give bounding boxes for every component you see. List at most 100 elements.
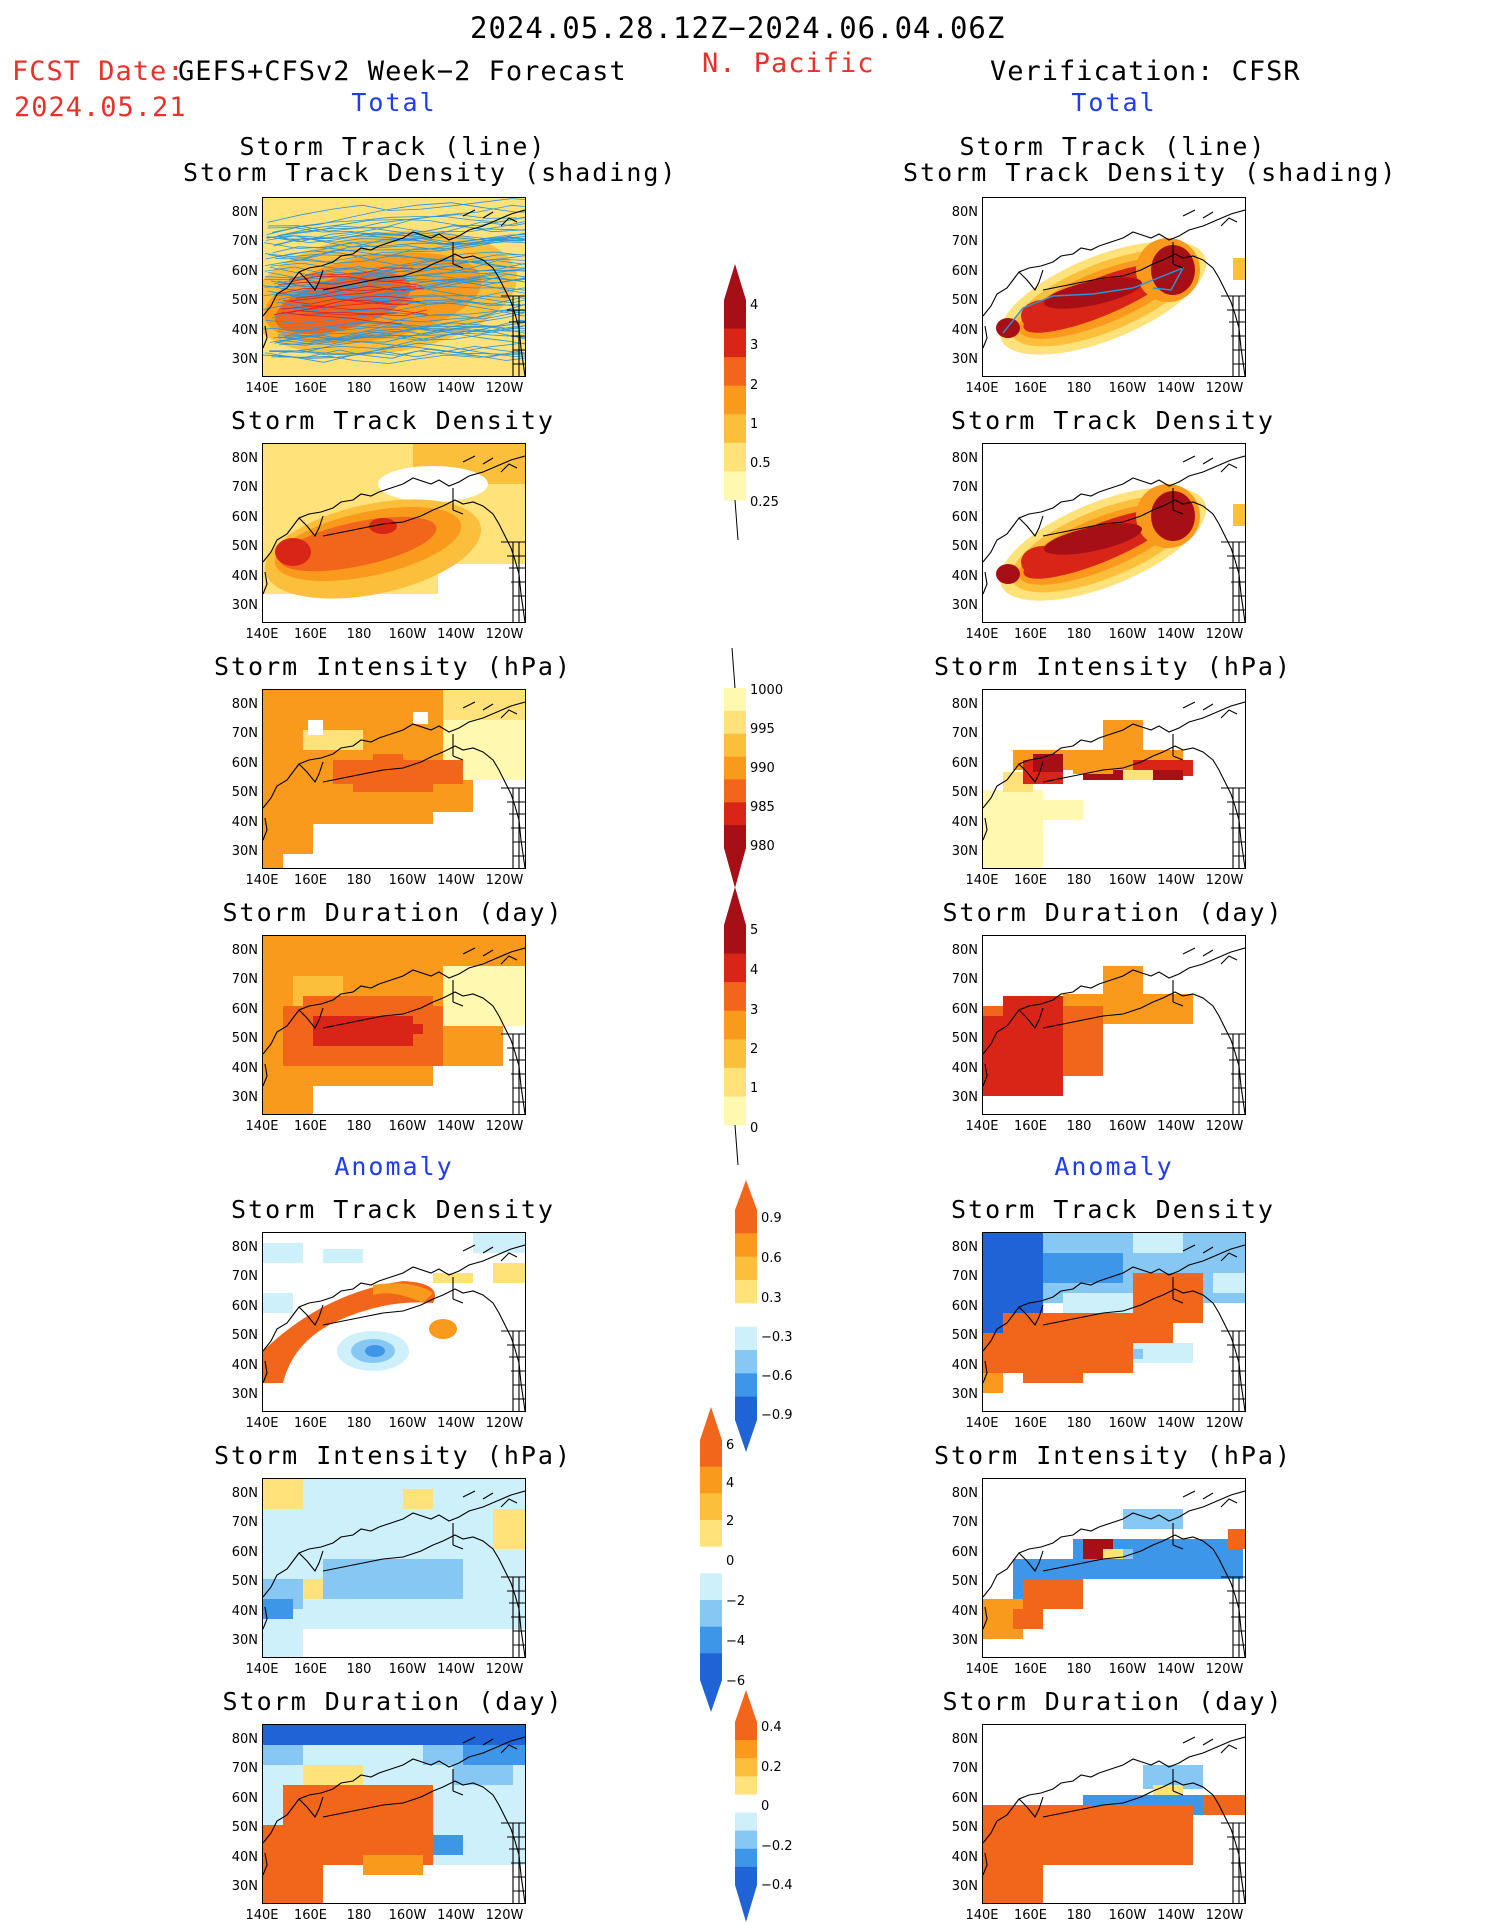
y-tick-label: 60N <box>951 509 978 525</box>
y-tick-label: 50N <box>951 1328 978 1344</box>
x-tick-label: 140W <box>437 381 475 396</box>
x-tick-label: 160W <box>388 1119 427 1134</box>
y-tick-label: 60N <box>951 1001 978 1017</box>
y-tick-label: 60N <box>951 1544 978 1560</box>
y-tick-label: 30N <box>951 844 978 859</box>
colorbar-density-total-tick-label: 2 <box>750 378 759 393</box>
y-tick-label: 50N <box>951 1820 978 1836</box>
y-tick-label: 50N <box>231 293 258 309</box>
y-tick-label: 70N <box>951 1515 978 1531</box>
colorbar-intensity-anom-tick-label: 6 <box>726 1438 735 1453</box>
y-tick-label: 80N <box>231 1732 258 1747</box>
panel-duration-anom-left <box>262 1724 526 1904</box>
colorbar-duration-total-tick-label: 0 <box>750 1121 759 1136</box>
x-tick-label: 160E <box>1013 1662 1048 1677</box>
y-tick-label: 40N <box>231 814 258 830</box>
x-tick-label: 140W <box>437 1416 475 1431</box>
title-intensity-right: Storm Intensity (hPa) <box>933 652 1293 681</box>
panel-density-anom-left <box>262 1232 526 1412</box>
y-tick-label: 60N <box>231 1544 258 1560</box>
y-tick-label: 80N <box>951 205 978 220</box>
y-tick-label: 50N <box>231 785 258 801</box>
title-intensity-left: Storm Intensity (hPa) <box>213 652 573 681</box>
x-tick-label: 160W <box>1108 1416 1147 1431</box>
x-tick-label: 140E <box>965 1119 999 1134</box>
y-tick-label: 80N <box>231 943 258 958</box>
colorbar-density-anom-tick-label: −0.6 <box>761 1369 793 1384</box>
y-tick-label: 60N <box>231 1001 258 1017</box>
y-tick-label: 80N <box>951 451 978 466</box>
colorbar-intensity-anom-tick-label: 0 <box>726 1554 735 1569</box>
panel-intensity-anom-left-map <box>263 1479 525 1657</box>
x-tick-label: 180 <box>1066 1416 1092 1431</box>
x-tick-label: 160E <box>293 1662 328 1677</box>
panel-density-right-map <box>983 455 1245 622</box>
x-tick-label: 140W <box>437 873 475 888</box>
date-range-title: 2024.05.28.12Z−2024.06.04.06Z <box>470 11 1006 45</box>
title-duration-right: Storm Duration (day) <box>942 898 1284 927</box>
y-tick-label: 70N <box>951 726 978 742</box>
x-tick-label: 120W <box>1205 1908 1244 1923</box>
x-tick-label: 120W <box>1205 1119 1244 1134</box>
y-tick-label: 50N <box>951 1574 978 1590</box>
anomaly-label-right: Anomaly <box>1054 1152 1174 1181</box>
title-intensity-anom-right: Storm Intensity (hPa) <box>933 1441 1293 1470</box>
verification-label: Verification: CFSR <box>990 56 1301 87</box>
panel-duration-anom-left-map <box>263 1725 525 1903</box>
x-tick-label: 160E <box>293 1119 328 1134</box>
panel-intensity-left <box>262 689 526 869</box>
x-tick-label: 140W <box>1157 1908 1195 1923</box>
x-tick-label: 140W <box>1157 627 1195 642</box>
y-tick-label: 40N <box>231 568 258 584</box>
x-tick-label: 180 <box>1066 1908 1092 1923</box>
title-intensity-anom-left: Storm Intensity (hPa) <box>213 1441 573 1470</box>
x-tick-label: 180 <box>1066 873 1092 888</box>
x-tick-label: 160E <box>1013 381 1048 396</box>
panel-density-left-map <box>263 444 525 622</box>
title-density-anom-right: Storm Track Density <box>951 1195 1275 1224</box>
y-tick-label: 70N <box>231 1761 258 1777</box>
x-tick-label: 160E <box>1013 873 1048 888</box>
panel-intensity-right-map <box>983 701 1245 868</box>
colorbar-density-total-tick-label: 4 <box>750 298 759 313</box>
x-tick-label: 140W <box>1157 873 1195 888</box>
y-tick-label: 50N <box>231 1031 258 1047</box>
x-tick-label: 120W <box>485 1416 524 1431</box>
title-duration-anom-left: Storm Duration (day) <box>222 1687 564 1716</box>
x-tick-label: 160E <box>293 1416 328 1431</box>
x-tick-label: 120W <box>1205 381 1244 396</box>
colorbar-density-total-tick-label: 0.25 <box>750 495 779 510</box>
y-tick-label: 40N <box>231 1357 258 1373</box>
y-tick-label: 30N <box>951 1090 978 1105</box>
y-tick-label: 50N <box>951 785 978 801</box>
y-tick-label: 60N <box>951 755 978 771</box>
panel-intensity-anom-left <box>262 1478 526 1658</box>
x-tick-label: 140E <box>245 1662 279 1677</box>
colorbar-density-total-tick-label: 3 <box>750 338 759 353</box>
x-tick-label: 140W <box>437 627 475 642</box>
x-tick-label: 120W <box>485 1119 524 1134</box>
colorbar-density-anom-tick-label: 0.6 <box>761 1251 782 1266</box>
y-tick-label: 30N <box>951 598 978 613</box>
panel-duration-left <box>262 935 526 1115</box>
y-tick-label: 40N <box>231 1060 258 1076</box>
x-tick-label: 180 <box>346 1119 372 1134</box>
colorbar-duration-anom-tick-label: 0.2 <box>761 1760 782 1775</box>
colorbar-intensity-total-tick-label: 995 <box>750 722 775 737</box>
y-tick-label: 70N <box>231 972 258 988</box>
colorbar-density-anom-tick-label: −0.9 <box>761 1408 793 1423</box>
x-tick-label: 180 <box>1066 627 1092 642</box>
x-tick-label: 140E <box>965 1662 999 1677</box>
region-label: N. Pacific <box>702 48 875 79</box>
y-tick-label: 30N <box>231 352 258 367</box>
x-tick-label: 180 <box>346 873 372 888</box>
colorbar-intensity-anom-tick-label: −2 <box>726 1594 746 1609</box>
y-tick-label: 70N <box>951 1761 978 1777</box>
y-tick-label: 70N <box>231 1515 258 1531</box>
y-tick-label: 40N <box>951 1060 978 1076</box>
y-tick-label: 60N <box>231 509 258 525</box>
x-tick-label: 120W <box>485 1908 524 1923</box>
y-tick-label: 70N <box>231 1269 258 1285</box>
colorbar-duration-total-tick-label: 4 <box>750 963 759 978</box>
y-tick-label: 80N <box>951 1486 978 1501</box>
